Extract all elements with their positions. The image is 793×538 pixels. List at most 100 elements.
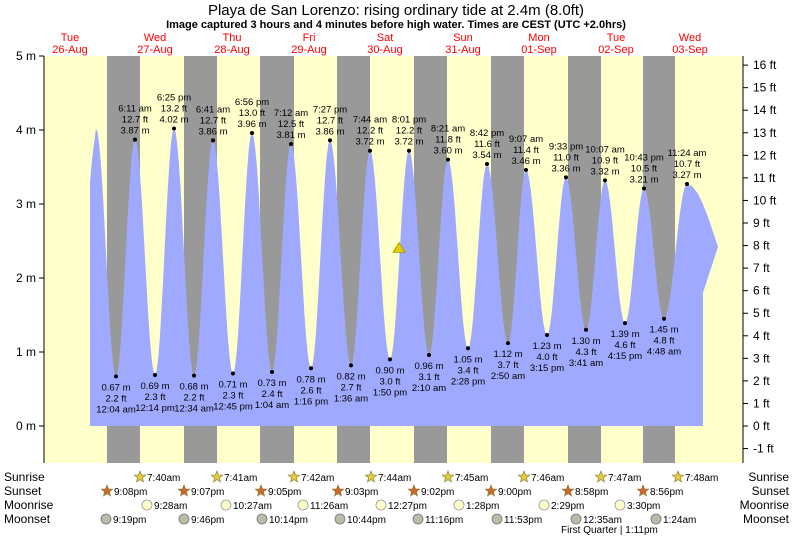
low-tide-m: 0.73 m (257, 378, 286, 389)
high-tide-ft: 11.8 ft (435, 135, 461, 146)
low-tide-time: 2:10 am (412, 383, 446, 394)
low-tide-ft: 2.2 ft (105, 393, 126, 404)
low-tide-m: 1.45 m (649, 325, 678, 336)
moonrise-time: 12:27pm (388, 501, 427, 512)
moonset-moon-icon (256, 513, 268, 525)
sunset-time: 9:07pm (191, 487, 224, 498)
day-name: Mon (528, 32, 549, 44)
high-tide-ft: 13.0 ft (239, 108, 266, 119)
sunrise-time: 7:46am (531, 473, 564, 484)
low-tide-dot (388, 357, 392, 362)
high-tide-m: 3.46 m (511, 156, 540, 167)
sunset-star-icon (177, 484, 191, 497)
high-tide-time: 7:27 pm (313, 104, 347, 115)
low-tide-time: 1:50 pm (373, 387, 407, 398)
high-tide-ft: 12.5 ft (278, 119, 305, 130)
right-tick-label: 15 ft (753, 81, 777, 95)
sunset-time: 9:03pm (345, 487, 378, 498)
sunset-star-icon (331, 484, 345, 497)
low-tide-m: 0.67 m (101, 382, 130, 393)
moonrise-moon-icon (614, 499, 626, 511)
low-tide-dot (584, 327, 588, 332)
low-tide-ft: 4.3 ft (575, 347, 596, 358)
right-tick-label: 0 ft (753, 419, 770, 433)
sunrise-star-icon (671, 470, 685, 483)
day-name: Thu (223, 32, 242, 44)
low-tide-ft: 2.6 ft (300, 385, 321, 396)
left-tick-label: 2 m (16, 271, 36, 285)
low-tide-m: 0.82 m (336, 371, 365, 382)
axes: 0 m 1 m 2 m 3 m 4 m 5 m -1 ft 0 ft 1 ft 2 ft 3 ft 4… (16, 49, 777, 463)
sunset-time: 9:00pm (498, 487, 531, 498)
moon-phase-label: First Quarter | 1:11pm (561, 525, 658, 536)
right-tick-label: 11 ft (753, 171, 776, 185)
high-tide-dot (133, 137, 137, 142)
day-name: Tue (61, 32, 80, 44)
low-tide-m: 0.96 m (414, 361, 443, 372)
day-date: 29-Aug (291, 44, 326, 56)
sunset-star-icon (561, 484, 575, 497)
high-tide-m: 3.36 m (551, 163, 580, 174)
right-tick-label: 16 ft (753, 58, 777, 72)
high-tide-dot (603, 178, 607, 183)
left-tick-label: 4 m (16, 123, 36, 137)
moonset-row-label-right: Moonset (743, 512, 790, 526)
high-tide-ft: 11.4 ft (513, 145, 539, 156)
sunrise-row-label-right: Sunrise (748, 470, 789, 484)
sunset-star-icon (407, 484, 421, 497)
low-tide-ft: 2.2 ft (183, 393, 204, 404)
low-tide-ft: 3.0 ft (379, 376, 400, 387)
right-tick-label: 13 ft (753, 126, 777, 140)
high-tide-m: 3.54 m (472, 150, 501, 161)
high-tide-time: 10:43 pm (624, 152, 664, 163)
low-tide-time: 3:41 am (569, 358, 603, 369)
moonset-moon-icon (650, 513, 662, 525)
sunrise-time: 7:40am (147, 473, 180, 484)
low-tide-dot (506, 341, 510, 346)
sunset-star-icon (484, 484, 498, 497)
sunrise-time: 7:47am (608, 473, 641, 484)
high-tide-time: 6:25 pm (157, 93, 191, 104)
moonrise-time: 10:27am (233, 501, 272, 512)
moonset-time: 11:16pm (425, 515, 463, 526)
right-tick-label: 6 ft (753, 284, 770, 298)
high-tide-m: 3.21 m (629, 174, 658, 185)
high-tide-dot (642, 186, 646, 191)
right-tick-label: 14 ft (753, 103, 777, 117)
high-tide-dot (172, 126, 176, 131)
low-tide-dot (623, 321, 627, 326)
low-tide-dot (192, 373, 196, 378)
high-tide-dot (685, 182, 689, 187)
moonrise-time: 9:28am (154, 501, 187, 512)
low-tide-ft: 3.4 ft (457, 365, 478, 376)
high-tide-time: 8:42 pm (470, 128, 504, 139)
high-tide-time: 9:07 am (509, 134, 543, 145)
high-tide-dot (485, 162, 489, 167)
high-tide-time: 6:56 pm (235, 97, 269, 108)
left-tick-label: 5 m (16, 49, 36, 63)
right-tick-label: 3 ft (753, 351, 770, 365)
low-tide-m: 1.23 m (532, 341, 561, 352)
sunrise-star-icon (594, 470, 608, 483)
right-tick-label: 10 ft (753, 193, 777, 207)
tide-area (90, 128, 718, 426)
high-tide-m: 3.96 m (237, 119, 266, 130)
sunrise-time: 7:48am (685, 473, 718, 484)
low-tide-time: 1:16 pm (294, 396, 328, 407)
low-tide-m: 0.71 m (218, 379, 247, 390)
moonset-moon-icon (100, 513, 112, 525)
high-tide-ft: 12.2 ft (396, 126, 423, 137)
high-tide-m: 3.86 m (315, 126, 344, 137)
moonrise-moon-icon (375, 499, 387, 511)
left-tick-label: 0 m (16, 419, 36, 433)
high-tide-ft: 10.5 ft (631, 163, 658, 174)
day-name: Sun (453, 32, 473, 44)
moonrise-time: 2:29pm (551, 501, 584, 512)
chart-subtitle: Image captured 3 hours and 4 minutes bef… (166, 19, 626, 31)
moonrise-moon-icon (220, 499, 232, 511)
high-tide-dot (289, 142, 293, 147)
right-tick-label: 1 ft (753, 396, 770, 410)
sunset-time: 9:02pm (421, 487, 454, 498)
day-date: 01-Sep (521, 44, 556, 56)
